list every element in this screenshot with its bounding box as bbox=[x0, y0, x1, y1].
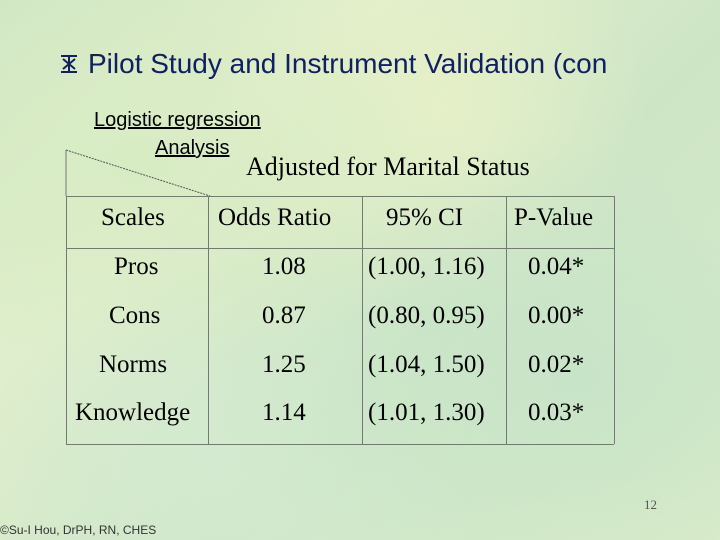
row-knowledge-p: 0.03* bbox=[528, 399, 585, 426]
author-credit: ©Su-I Hou, DrPH, RN, CHES bbox=[0, 523, 157, 537]
title-text: Pilot Study and Instrument Validation (c… bbox=[88, 48, 608, 79]
analysis-label-line2: Analysis bbox=[155, 137, 230, 159]
row-cons-or: 0.87 bbox=[262, 302, 306, 329]
header-ci: 95% CI bbox=[386, 204, 464, 231]
table-border-bottom bbox=[66, 444, 614, 445]
row-norms-or: 1.25 bbox=[262, 351, 306, 378]
row-knowledge-scale: Knowledge bbox=[75, 399, 191, 426]
results-table: Scales Odds Ratio 95% CI P-Value Pros 1.… bbox=[66, 196, 615, 445]
row-pros-or: 1.08 bbox=[262, 253, 306, 280]
cross-bullet-icon bbox=[61, 55, 77, 73]
col-divider-4 bbox=[614, 196, 615, 444]
row-pros-ci: (1.00, 1.16) bbox=[368, 253, 485, 280]
table-border-top bbox=[66, 196, 614, 197]
col-divider-2 bbox=[362, 196, 363, 444]
row-knowledge-or: 1.14 bbox=[262, 399, 306, 426]
row-pros-scale: Pros bbox=[114, 253, 159, 280]
col-divider-1 bbox=[208, 196, 209, 444]
page-number: 12 bbox=[644, 497, 657, 512]
header-p-value: P-Value bbox=[514, 204, 594, 231]
header-scales: Scales bbox=[101, 204, 165, 231]
row-cons-p: 0.00* bbox=[528, 302, 585, 329]
analysis-label-line1: Logistic regression bbox=[94, 109, 261, 131]
row-cons-ci: (0.80, 0.95) bbox=[368, 302, 485, 329]
col-divider-0 bbox=[66, 196, 67, 444]
row-cons-scale: Cons bbox=[109, 302, 161, 329]
row-norms-p: 0.02* bbox=[528, 351, 585, 378]
table-subtitle: Adjusted for Marital Status bbox=[246, 152, 530, 181]
row-knowledge-ci: (1.01, 1.30) bbox=[368, 399, 485, 426]
header-divider bbox=[66, 248, 614, 249]
row-norms-ci: (1.04, 1.50) bbox=[368, 351, 485, 378]
col-divider-3 bbox=[506, 196, 507, 444]
slide-title: Pilot Study and Instrument Validation (c… bbox=[58, 48, 607, 80]
header-odds-ratio: Odds Ratio bbox=[218, 204, 332, 231]
row-norms-scale: Norms bbox=[99, 351, 168, 378]
row-pros-p: 0.04* bbox=[528, 253, 585, 280]
